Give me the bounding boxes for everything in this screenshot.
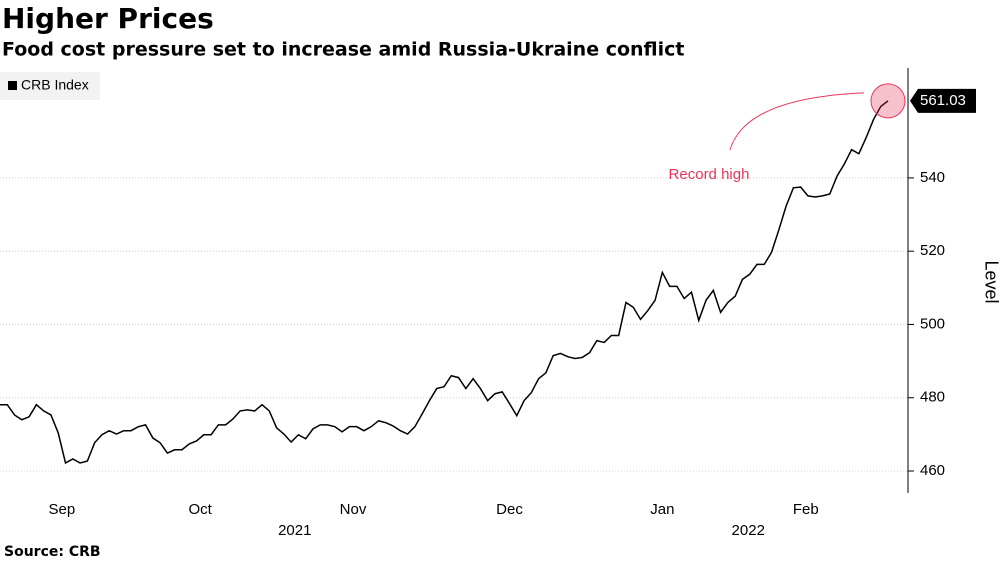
highlight-circle [870,83,906,119]
x-tick-label: Dec [496,501,523,518]
year-label: 2022 [732,522,765,539]
last-value-label: 561.03 [920,92,966,109]
y-axis-label: Level [981,260,1001,303]
y-tick-label: 500 [920,315,945,332]
value-flag [910,88,976,113]
chart-subtitle: Food cost pressure set to increase amid … [2,39,684,61]
x-tick-label: Jan [650,501,674,518]
y-tick-label: 480 [920,389,945,406]
annotation: Record high [669,166,750,183]
legend-label: CRB Index [21,77,89,93]
y-tick-label: 460 [920,462,945,479]
x-tick-label: Feb [793,501,819,518]
x-tick-label: Sep [49,501,76,518]
legend-swatch [8,81,17,90]
chart-title: Higher Prices [2,2,214,35]
year-label: 2021 [278,522,311,539]
annotation-curve [729,92,865,151]
source: Source: CRB [4,544,101,560]
x-tick-label: Nov [340,501,367,518]
y-tick-label: 520 [920,242,945,259]
line-series [0,100,889,465]
x-tick-label: Oct [188,501,212,518]
y-tick-label: 540 [920,169,945,186]
